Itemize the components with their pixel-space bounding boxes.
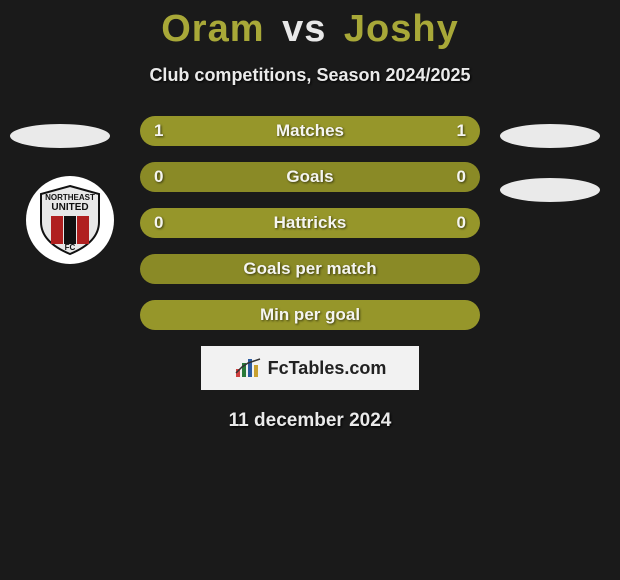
stat-label: Min per goal [260, 305, 360, 325]
chart-icon [234, 357, 262, 379]
player1-name: Oram [161, 8, 264, 50]
stat-row: Min per goal [140, 300, 480, 330]
vs-separator: vs [282, 8, 326, 50]
subtitle: Club competitions, Season 2024/2025 [0, 65, 620, 86]
stat-label: Hattricks [274, 213, 347, 233]
player2-name: Joshy [344, 8, 459, 50]
placeholder-ellipse [500, 124, 600, 148]
watermark-text: FcTables.com [268, 358, 387, 379]
svg-text:UNITED: UNITED [51, 202, 88, 213]
stat-label: Matches [276, 121, 344, 141]
svg-text:NORTHEAST: NORTHEAST [45, 193, 95, 202]
date-label: 11 december 2024 [0, 410, 620, 432]
stat-value-right: 1 [457, 116, 466, 146]
watermark: FcTables.com [201, 346, 419, 390]
stat-label: Goals per match [243, 259, 376, 279]
shield-icon: NORTHEASTUNITED FC [37, 184, 103, 256]
svg-text:FC: FC [65, 243, 76, 252]
club-badge: NORTHEASTUNITED FC [26, 176, 114, 264]
comparison-title: Oram vs Joshy [0, 0, 620, 51]
stat-value-right: 0 [457, 162, 466, 192]
stat-row: 0 Goals 0 [140, 162, 480, 192]
stat-row: Goals per match [140, 254, 480, 284]
stat-value-left: 0 [154, 162, 163, 192]
stat-row: 0 Hattricks 0 [140, 208, 480, 238]
placeholder-ellipse [10, 124, 110, 148]
stat-value-right: 0 [457, 208, 466, 238]
stat-row: 1 Matches 1 [140, 116, 480, 146]
stat-value-left: 1 [154, 116, 163, 146]
stat-value-left: 0 [154, 208, 163, 238]
stat-label: Goals [286, 167, 333, 187]
placeholder-ellipse [500, 178, 600, 202]
